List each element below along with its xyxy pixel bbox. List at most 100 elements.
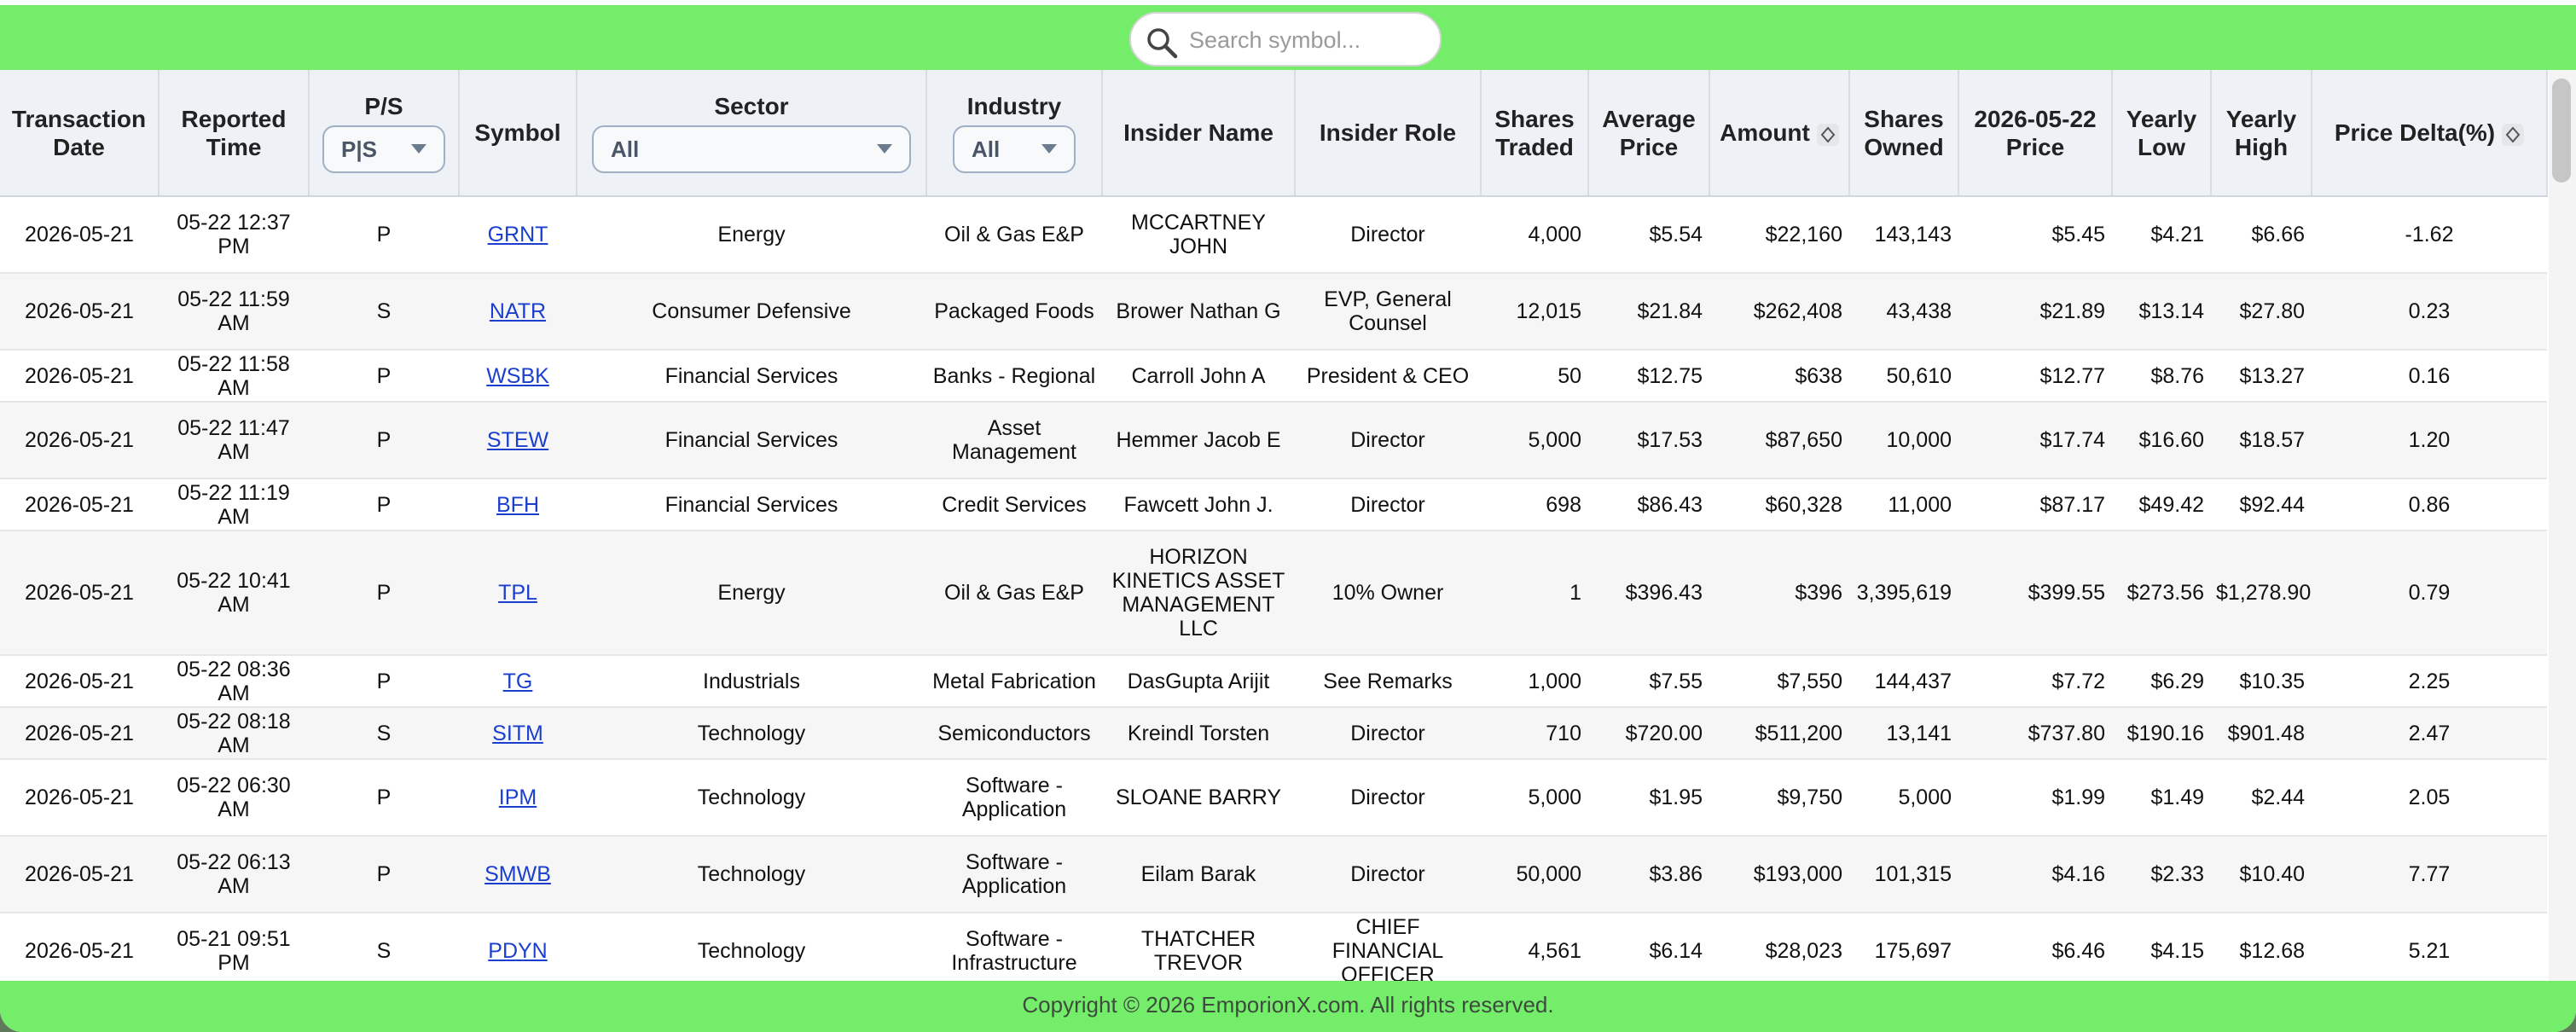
header-price-delta[interactable]: Price Delta(%) [2312,70,2548,197]
symbol-link[interactable]: SITM [492,721,543,745]
cell-symbol: IPM [459,759,577,837]
cell-reported-time: 05-22 11:19 AM [159,478,309,531]
cell-symbol: WSBK [459,350,577,403]
sort-icon[interactable] [2502,123,2525,146]
cell-amount: $511,200 [1709,707,1849,760]
chevron-down-icon [877,144,892,154]
cell-industry: Metal Fabrication [926,655,1102,708]
cell-symbol: TG [459,655,577,708]
cell-insider-role: Director [1295,196,1481,274]
table-row[interactable]: 2026-05-21 05-22 11:58 AM P WSBK Financial S… [0,350,2547,403]
symbol-link[interactable]: STEW [486,428,549,452]
cell-yearly-high: $12.68 [2211,913,2312,981]
symbol-link[interactable]: TG [502,669,533,693]
table-row[interactable]: 2026-05-21 05-22 11:47 AM P STEW Financial S… [0,402,2547,479]
sort-icon[interactable] [1816,123,1839,146]
cell-shares-owned: 175,697 [1849,913,1958,981]
cell-insider-name: DasGupta Arijit [1102,655,1295,708]
symbol-link[interactable]: IPM [498,786,537,809]
cell-insider-name: MCCARTNEY JOHN [1102,196,1295,274]
header-yearly-low[interactable]: Yearly Low [2112,70,2212,197]
sector-filter-select[interactable]: All [592,125,911,173]
cell-yearly-low: $49.42 [2112,478,2211,531]
cell-symbol: NATR [459,273,577,351]
symbol-link[interactable]: NATR [489,299,547,323]
table-row[interactable]: 2026-05-21 05-22 11:59 AM S NATR Consumer De… [0,273,2547,351]
cell-symbol: SITM [459,707,577,760]
cell-insider-name: SLOANE BARRY [1102,759,1295,837]
cell-shares-owned: 50,610 [1849,350,1958,403]
search-input[interactable] [1189,22,1428,58]
cell-ps: S [309,913,459,981]
header-reported-time[interactable]: Reported Time [159,70,310,197]
cell-industry: Banks - Regional [926,350,1102,403]
cell-yearly-high: $6.66 [2211,196,2312,274]
header-label: Transaction Date [11,105,147,160]
cell-shares-owned: 43,438 [1849,273,1958,351]
symbol-link[interactable]: SMWB [484,862,551,886]
table-row[interactable]: 2026-05-21 05-22 12:37 PM P GRNT Energy Oil &… [0,196,2547,274]
symbol-link[interactable]: PDYN [488,939,548,963]
industry-filter-value: All [972,136,1001,162]
ps-filter-select[interactable]: P|S [322,125,445,173]
cell-insider-name: Carroll John A [1102,350,1295,403]
industry-filter-select[interactable]: All [953,125,1076,173]
header-ps: P/S P|S [309,70,460,197]
header-insider-name[interactable]: Insider Name [1102,70,1296,197]
cell-shares-traded: 710 [1481,707,1588,760]
cell-average-price: $3.86 [1588,836,1709,913]
cell-price-delta: 2.25 [2312,655,2547,708]
cell-yearly-high: $13.27 [2211,350,2312,403]
header-yearly-high[interactable]: Yearly High [2211,70,2312,197]
header-current-price[interactable]: 2026-05-22 Price [1958,70,2113,197]
cell-insider-role: Director [1295,478,1481,531]
search-box[interactable] [1129,12,1442,67]
cell-industry: Credit Services [926,478,1102,531]
header-amount[interactable]: Amount [1709,70,1850,197]
header-symbol[interactable]: Symbol [459,70,577,197]
cell-current-price: $21.89 [1958,273,2112,351]
symbol-link[interactable]: TPL [498,581,537,605]
header-label: Insider Name [1123,119,1273,146]
cell-price-delta: 2.47 [2312,707,2547,760]
cell-price-delta: 0.16 [2312,350,2547,403]
header-label: Average Price [1602,105,1696,160]
header-label: Yearly Low [2126,105,2197,160]
cell-shares-traded: 4,561 [1481,913,1588,981]
cell-shares-owned: 10,000 [1849,402,1958,479]
table-row[interactable]: 2026-05-21 05-22 06:30 AM P IPM Technology So… [0,759,2547,837]
cell-sector: Consumer Defensive [577,273,926,351]
header-average-price[interactable]: Average Price [1588,70,1710,197]
table-row[interactable]: 2026-05-21 05-22 08:18 AM S SITM Technology S… [0,707,2547,760]
vertical-scrollbar[interactable] [2549,70,2576,981]
header-insider-role[interactable]: Insider Role [1295,70,1482,197]
ps-filter-value: P|S [341,136,377,162]
symbol-link[interactable]: WSBK [486,363,549,388]
table-row[interactable]: 2026-05-21 05-22 08:36 AM P TG Industrials Me… [0,655,2547,708]
cell-symbol: STEW [459,402,577,479]
scrollbar-thumb[interactable] [2552,78,2571,183]
header-transaction-date[interactable]: Transaction Date [0,70,160,197]
symbol-link[interactable]: BFH [496,492,539,517]
cell-yearly-high: $92.44 [2211,478,2312,531]
cell-yearly-low: $16.60 [2112,402,2211,479]
table-row[interactable]: 2026-05-21 05-22 06:13 AM P SMWB Technology S… [0,836,2547,913]
cell-reported-time: 05-22 12:37 PM [159,196,309,274]
table-row[interactable]: 2026-05-21 05-22 10:41 AM P TPL Energy Oil & … [0,530,2547,656]
header-shares-traded[interactable]: Shares Traded [1481,70,1589,197]
cell-yearly-high: $10.40 [2211,836,2312,913]
header-label: Amount [1720,119,1810,146]
header-shares-owned[interactable]: Shares Owned [1849,70,1959,197]
cell-insider-name: Fawcett John J. [1102,478,1295,531]
cell-shares-traded: 4,000 [1481,196,1588,274]
cell-current-price: $399.55 [1958,530,2112,656]
cell-ps: P [309,350,459,403]
cell-amount: $638 [1709,350,1849,403]
cell-price-delta: 1.20 [2312,402,2547,479]
cell-shares-owned: 143,143 [1849,196,1958,274]
cell-reported-time: 05-22 08:18 AM [159,707,309,760]
table-row[interactable]: 2026-05-21 05-22 11:19 AM P BFH Financial Se… [0,478,2547,531]
table-row[interactable]: 2026-05-21 05-21 09:51 PM S PDYN Technology S… [0,913,2547,981]
symbol-link[interactable]: GRNT [487,223,548,246]
